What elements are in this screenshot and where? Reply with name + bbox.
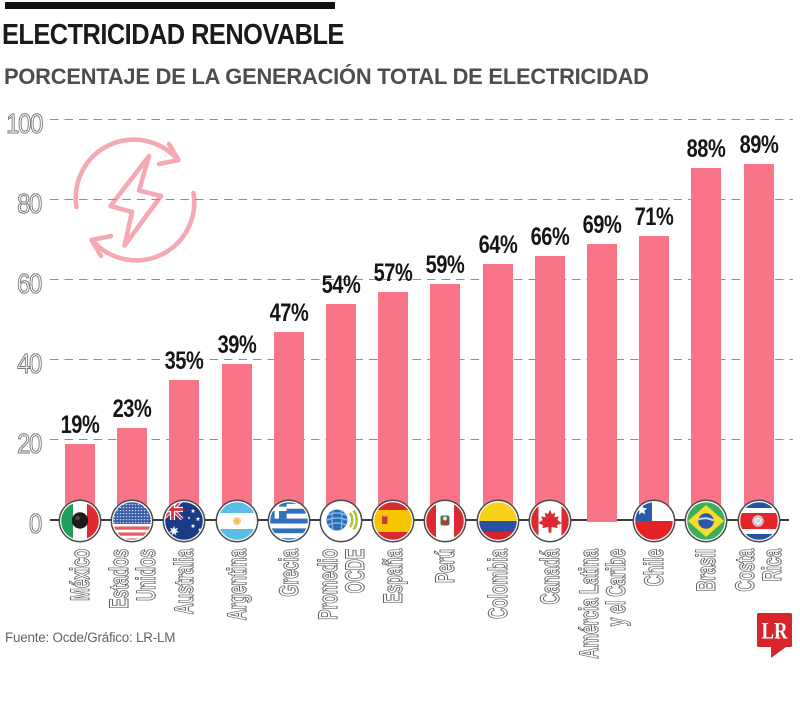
svg-text:LR: LR xyxy=(762,619,788,644)
